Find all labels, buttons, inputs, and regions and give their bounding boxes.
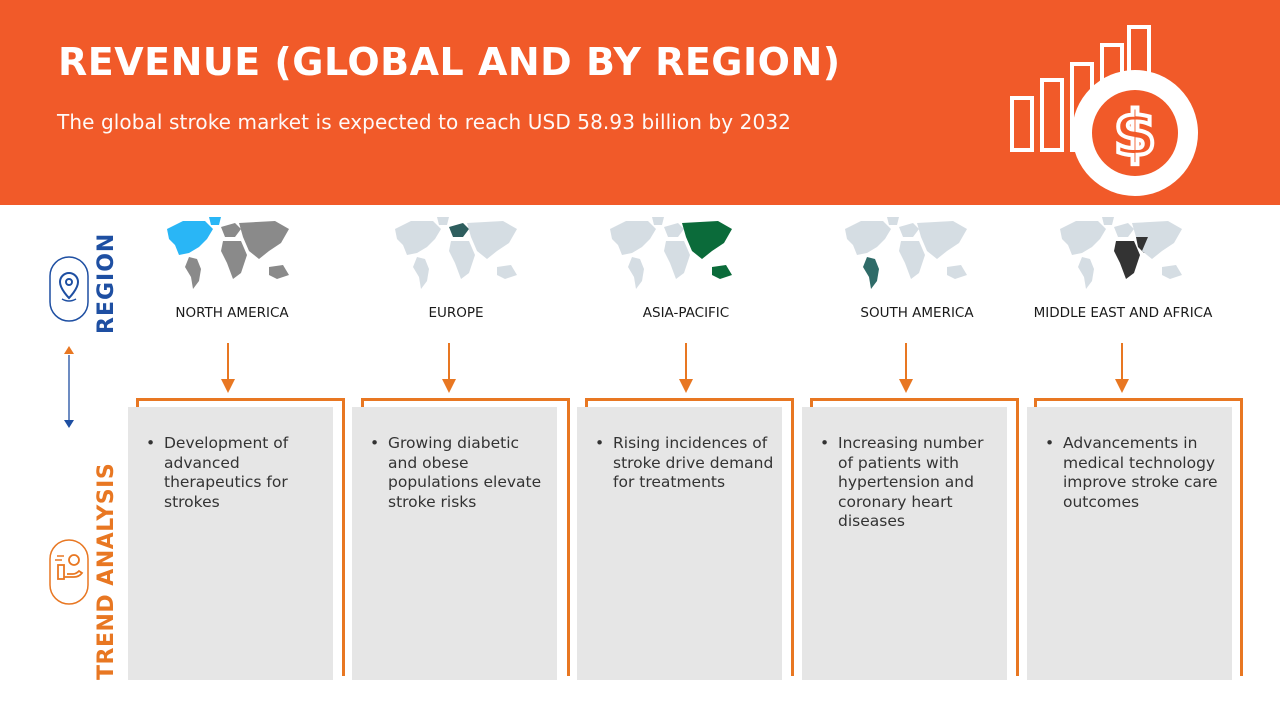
region-name-asia-pacific: ASIA-PACIFIC <box>642 305 730 321</box>
card-frame <box>585 398 794 676</box>
side-timeline <box>49 256 89 605</box>
hand-money-icon <box>49 539 89 605</box>
region-name-europe: EUROPE <box>428 305 484 321</box>
trend-card-mea: • Advancements in medical technology impr… <box>1027 407 1232 680</box>
region-name-mea: MIDDLE EAST AND AFRICA <box>1033 305 1213 321</box>
page-title: REVENUE (GLOBAL AND BY REGION) <box>58 40 841 84</box>
revenue-growth-dollar-icon: $ <box>1010 25 1198 196</box>
card-frame <box>810 398 1019 676</box>
world-map-north-america-highlighted-icon <box>167 217 289 289</box>
world-map-mea-highlighted-icon <box>1060 217 1182 289</box>
arrow-down-icon <box>679 343 693 393</box>
arrow-down-icon <box>899 343 913 393</box>
trend-card-north-america: • Development of advanced therapeutics fo… <box>128 407 333 680</box>
trend-text: Growing diabetic and obese populations e… <box>388 434 542 511</box>
arrow-down-icon <box>221 343 235 393</box>
world-map-europe-highlighted-icon <box>395 217 517 289</box>
region-name-north-america: NORTH AMERICA <box>175 305 289 321</box>
world-map-south-america-highlighted-icon <box>845 217 967 289</box>
world-map-asia-pacific-highlighted-icon <box>610 217 732 289</box>
trend-card-europe: • Growing diabetic and obese populations … <box>352 407 557 680</box>
region-arrows <box>221 343 1129 393</box>
header-banner: REVENUE (GLOBAL AND BY REGION) The globa… <box>0 0 1280 205</box>
region-name-south-america: SOUTH AMERICA <box>860 305 974 321</box>
svg-text:$: $ <box>1113 97 1156 170</box>
trend-card-asia-pacific: • Rising incidences of stroke drive deman… <box>577 407 782 680</box>
trend-analysis-label: TREND ANALYSIS <box>94 462 119 680</box>
trend-text: Increasing number of patients with hyper… <box>838 434 984 530</box>
card-frame <box>136 398 345 676</box>
trend-text: Rising incidences of stroke drive demand… <box>613 434 774 491</box>
page-subtitle: The global stroke market is expected to … <box>57 110 791 134</box>
region-label: REGION <box>94 232 119 334</box>
trend-card-south-america: • Increasing number of patients with hype… <box>802 407 1007 680</box>
card-frame <box>361 398 570 676</box>
location-pin-icon <box>49 256 89 322</box>
arrow-down-icon <box>1115 343 1129 393</box>
trend-text: Advancements in medical technology impro… <box>1063 434 1218 511</box>
arrow-down-icon <box>442 343 456 393</box>
trend-text: Development of advanced therapeutics for… <box>164 434 289 511</box>
card-frame <box>1034 398 1243 676</box>
